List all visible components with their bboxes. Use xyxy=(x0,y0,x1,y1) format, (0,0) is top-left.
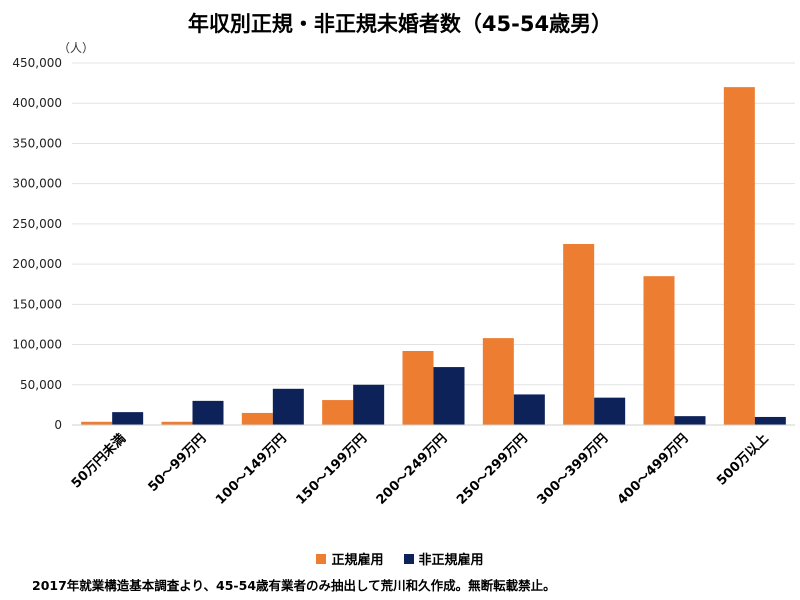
y-tick-label: 400,000 xyxy=(12,96,62,110)
bar-nonregular xyxy=(513,394,545,425)
bars xyxy=(81,87,786,425)
bar-regular xyxy=(643,276,675,425)
chart-title: 年収別正規・非正規未婚者数（45-54歳男） xyxy=(187,12,613,36)
bar-regular xyxy=(322,400,354,425)
x-category-label: 250～299万円 xyxy=(454,431,531,508)
bar-nonregular xyxy=(674,416,706,425)
y-tick-label: 0 xyxy=(54,418,62,432)
source-note: 2017年就業構造基本調査より、45-54歳有業者のみ抽出して荒川和久作成。無断… xyxy=(32,578,556,593)
x-category-label: 50～99万円 xyxy=(146,431,210,495)
legend-label: 非正規雇用 xyxy=(418,553,484,568)
y-tick-label: 450,000 xyxy=(12,56,62,70)
legend: 正規雇用 非正規雇用 xyxy=(0,549,800,568)
legend-swatch xyxy=(403,553,414,564)
legend-label: 正規雇用 xyxy=(331,553,384,568)
y-tick-label: 350,000 xyxy=(12,136,62,150)
x-category-label: 200～249万円 xyxy=(374,431,451,508)
bar-regular xyxy=(402,350,434,425)
y-axis-unit-label: （人） xyxy=(58,41,94,55)
bar-nonregular xyxy=(272,388,304,425)
bar-regular xyxy=(482,338,514,425)
bar-regular xyxy=(161,421,193,425)
bar-nonregular xyxy=(433,367,465,425)
bar-nonregular xyxy=(754,416,786,425)
legend-swatch xyxy=(316,553,327,564)
x-category-label: 150～199万円 xyxy=(293,431,370,508)
y-tick-label: 100,000 xyxy=(12,338,62,352)
x-category-label: 300～399万円 xyxy=(534,431,611,508)
x-category-label: 500万以上 xyxy=(714,431,771,488)
y-tick-label: 300,000 xyxy=(12,177,62,191)
gridlines xyxy=(72,62,795,386)
bar-regular xyxy=(241,412,273,425)
x-axis-category-labels: 50万円未満 50～99万円 100～149万円 150～199万円 200～249万円… xyxy=(68,431,772,508)
bar-regular xyxy=(723,87,755,425)
x-category-label: 100～149万円 xyxy=(213,431,290,508)
y-tick-label: 250,000 xyxy=(12,217,62,231)
bar-nonregular xyxy=(192,400,224,425)
bar-nonregular xyxy=(112,412,144,425)
bar-regular xyxy=(81,421,113,425)
legend-item: 非正規雇用 xyxy=(403,549,484,568)
legend-item: 正規雇用 xyxy=(316,549,384,568)
y-tick-label: 150,000 xyxy=(12,297,62,311)
x-category-label: 400～499万円 xyxy=(615,431,692,508)
y-axis-ticks: 0 50,000 100,000 150,000 200,000 250,000 300,0… xyxy=(12,56,62,432)
bar-nonregular xyxy=(353,384,385,425)
y-tick-label: 200,000 xyxy=(12,257,62,271)
y-tick-label: 50,000 xyxy=(20,378,62,392)
bar-regular xyxy=(563,244,595,425)
bar-nonregular xyxy=(594,397,626,425)
x-category-label: 50万円未満 xyxy=(68,431,129,492)
